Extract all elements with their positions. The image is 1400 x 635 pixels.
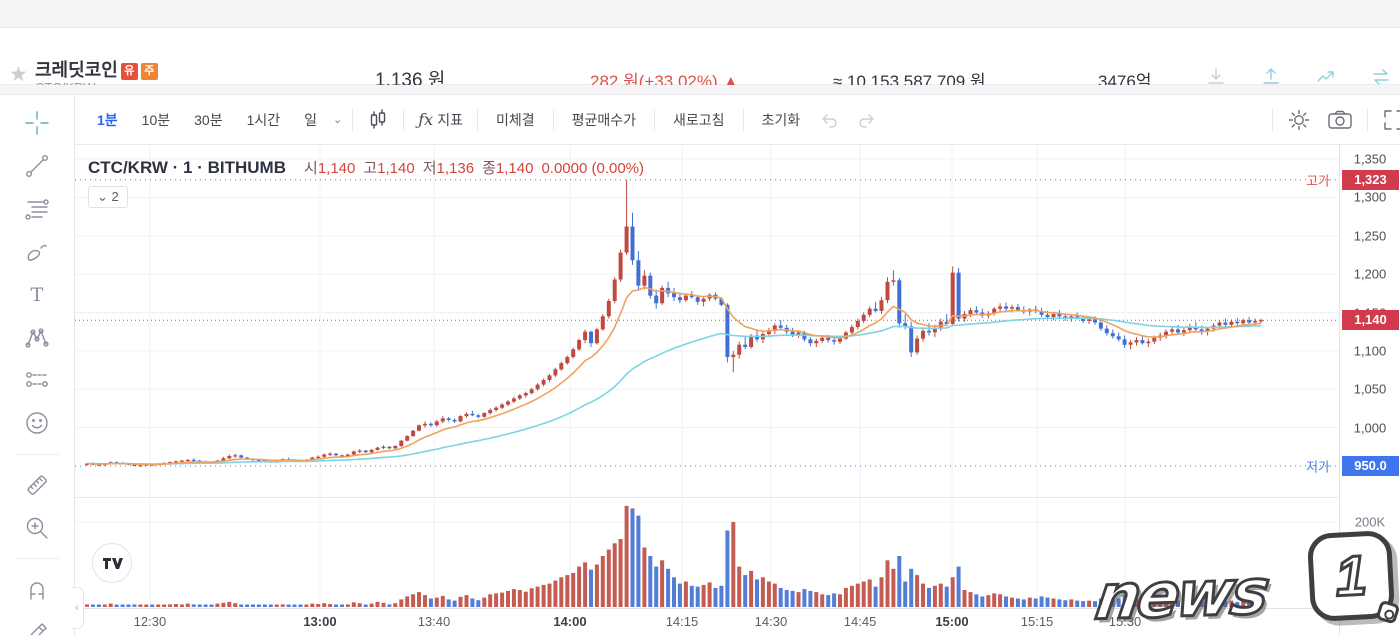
time-tick: 14:15 (665, 614, 699, 629)
zoom-in-tool[interactable] (18, 510, 56, 547)
candle-style-icon[interactable] (359, 105, 397, 135)
time-tick: 15:15 (1020, 614, 1054, 629)
time-tick: 14:00 (553, 614, 587, 629)
magnet-tool[interactable] (18, 571, 56, 608)
time-axis[interactable]: 12:30 13:00 13:40 14:00 14:15 14:30 14:45 15:00… (75, 608, 1339, 635)
price-volume-chart[interactable] (75, 145, 1339, 635)
undo-icon[interactable] (812, 106, 848, 134)
svg-text:T: T (31, 284, 44, 306)
text-tool[interactable]: T (18, 276, 56, 313)
chart-body: CTC/KRW · 1 · BITHUMB 시1,140 고1,140 저1,136 종… (75, 145, 1400, 635)
symbol-name: 크레딧코인 유 주 (35, 56, 158, 82)
time-tick: 13:40 (417, 614, 451, 629)
fx-icon: ƒx (418, 110, 434, 129)
fullscreen-icon[interactable] (1374, 104, 1400, 136)
crosshair-tool[interactable] (18, 105, 56, 142)
chart-toolbar: 1분 10분 30분 1시간 일 ⌄ ƒx 지표 미체결 평균매수가 새로고침 초… (75, 95, 1400, 145)
volume-tick: 200K (1354, 514, 1386, 530)
low-price-badge: 950.0 (1342, 456, 1399, 476)
badge-ju: 주 (140, 63, 158, 80)
refresh-button[interactable]: 새로고침 (673, 111, 725, 128)
chart-app: T ‹ (0, 95, 1400, 635)
interval-1m[interactable]: 1분 (97, 111, 118, 128)
indicators-button[interactable]: ƒx 지표 (418, 110, 463, 129)
sidebar-collapse-handle[interactable]: ‹ (71, 587, 84, 629)
current-price-badge: 1,140 (1342, 310, 1399, 331)
favorite-star-icon[interactable]: ★ (9, 63, 28, 86)
indicators-collapse-button[interactable]: ⌄ 2 (88, 186, 128, 208)
interval-30m[interactable]: 30분 (194, 111, 223, 128)
low-label: 저가 (1306, 459, 1330, 475)
redo-icon[interactable] (848, 106, 884, 134)
interval-1h[interactable]: 1시간 (246, 111, 281, 128)
tool-divider (15, 558, 59, 560)
interval-1d[interactable]: 일 (304, 111, 318, 128)
price-tick: 1,300 (1353, 189, 1387, 205)
emoji-tool[interactable] (18, 405, 56, 442)
time-tick: 14:45 (843, 614, 877, 629)
high-label: 고가 (1306, 173, 1330, 189)
price-tick: 1,350 (1353, 151, 1387, 167)
legend-low-label: 저 (422, 160, 437, 177)
collapse-count: 2 (111, 189, 119, 204)
drawing-toolbar: T (0, 95, 75, 635)
legend-high-label: 고 (363, 160, 378, 177)
time-tick: 15:30 (1108, 614, 1142, 629)
compare-swap-icon[interactable] (1370, 66, 1392, 88)
draw-mode-tool[interactable] (18, 614, 56, 635)
open-orders-button[interactable]: 미체결 (495, 111, 535, 128)
legend-low-value: 1,136 (436, 160, 475, 177)
tradingview-logo[interactable] (92, 543, 132, 583)
download-icon[interactable] (1205, 66, 1227, 88)
legend-open-label: 시 (304, 160, 318, 177)
interval-10m[interactable]: 10분 (141, 111, 171, 128)
tool-divider (15, 453, 59, 455)
trend-line-tool[interactable] (18, 148, 56, 185)
price-tick: 1,000 (1353, 420, 1387, 436)
time-tick: 14:30 (754, 614, 788, 629)
settings-gear-icon[interactable] (1279, 104, 1319, 136)
price-tick: 1,100 (1353, 343, 1387, 359)
price-tick: 1,050 (1353, 381, 1387, 397)
gap-strip (0, 85, 1400, 95)
time-tick: 15:00 (935, 614, 969, 629)
price-tick: 1,250 (1353, 228, 1387, 244)
time-tick: 13:00 (303, 614, 337, 629)
badge-yu: 유 (120, 63, 138, 80)
legend-change-value: 0.0000 (0.00%) (541, 160, 645, 177)
forecast-tool[interactable] (18, 362, 56, 399)
high-price-badge: 1,323 (1342, 169, 1399, 190)
header-actions (1205, 66, 1392, 88)
trend-chart-icon[interactable] (1315, 66, 1337, 88)
camera-snapshot-icon[interactable] (1319, 104, 1361, 136)
legend-high-value: 1,140 (377, 160, 415, 177)
price-axis[interactable]: 1,3501,3001,2501,2001,1501,1001,0501,000… (1339, 145, 1400, 635)
legend-close-value: 1,140 (495, 160, 534, 177)
top-strip (0, 0, 1400, 28)
symbol-name-text: 크레딧코인 (35, 60, 118, 80)
upload-icon[interactable] (1260, 66, 1282, 88)
legend-open-value: 1,140 (317, 160, 356, 177)
fib-lines-tool[interactable] (18, 191, 56, 228)
ruler-tool[interactable] (18, 467, 56, 504)
brush-tool[interactable] (18, 234, 56, 271)
interval-dropdown-chevron-icon[interactable]: ⌄ (333, 114, 343, 126)
legend-close-label: 종 (482, 160, 496, 177)
avg-buy-price-button[interactable]: 평균매수가 (571, 111, 636, 128)
chart-legend: CTC/KRW · 1 · BITHUMB 시1,140 고1,140 저1,136 종… (88, 157, 644, 178)
legend-title: CTC/KRW · 1 · BITHUMB (88, 158, 286, 177)
reset-button[interactable]: 초기화 (761, 111, 801, 128)
price-tick: 1,200 (1353, 266, 1387, 282)
xabcd-pattern-tool[interactable] (18, 319, 56, 356)
time-tick: 12:30 (133, 614, 167, 629)
